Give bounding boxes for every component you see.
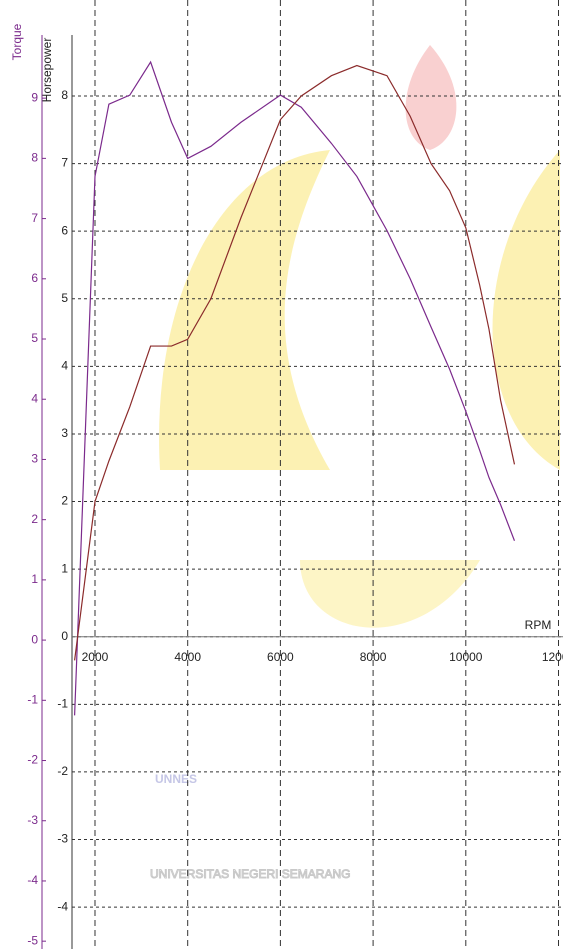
y-tick-label: 1 [61, 561, 68, 575]
y-tick-label: 4 [61, 359, 68, 373]
watermark: UNNES UNIVERSITAS NEGERI SEMARANG [150, 45, 560, 881]
x-tick-label: 8000 [360, 650, 387, 664]
y-axis-title: Horsepower [40, 38, 54, 103]
watermark-caption: UNIVERSITAS NEGERI SEMARANG [150, 867, 350, 881]
y-tick-label: -1 [57, 696, 68, 710]
y2-tick-label: 2 [31, 512, 38, 526]
y-tick-label: 2 [61, 494, 68, 508]
chart: UNNES UNIVERSITAS NEGERI SEMARANG Torque… [0, 0, 563, 949]
x-tick-label: 6000 [267, 650, 294, 664]
y2-tick-label: 4 [31, 391, 38, 405]
watermark-shape [406, 45, 457, 150]
watermark-shape [493, 150, 561, 470]
x-tick-label: 4000 [174, 650, 201, 664]
y-tick-label: 7 [61, 156, 68, 170]
y2-tick-label: 3 [31, 452, 38, 466]
x-axis-title: RPM [525, 618, 552, 632]
watermark-shape [159, 150, 330, 470]
y-tick-label: -3 [57, 832, 68, 846]
y-tick-label: 5 [61, 291, 68, 305]
y2-tick-label: -5 [27, 933, 38, 947]
y2-tick-label: 7 [31, 211, 38, 225]
y2-tick-label: -1 [27, 692, 38, 706]
watermark-shape [300, 560, 480, 628]
y-tick-label: -4 [57, 899, 68, 913]
y-tick-label: 8 [61, 88, 68, 102]
watermark-logo: UNNES [155, 772, 197, 786]
x-tick-label: 2000 [82, 650, 109, 664]
x-tick-label: 12000 [542, 650, 563, 664]
y-tick-label: 6 [61, 223, 68, 237]
y2-tick-label: -4 [27, 873, 38, 887]
y-tick-label: 3 [61, 426, 68, 440]
y-tick-label: -2 [57, 764, 68, 778]
y-tick-label: 0 [61, 629, 68, 643]
y2-tick-label: 1 [31, 572, 38, 586]
x-tick-label: 10000 [449, 650, 483, 664]
y2-tick-label: 0 [31, 632, 38, 646]
y2-tick-label: -2 [27, 753, 38, 767]
y2-tick-label: -3 [27, 813, 38, 827]
y2-tick-label: 5 [31, 331, 38, 345]
y2-tick-label: 8 [31, 151, 38, 165]
y2-axis-title: Torque [10, 23, 24, 60]
y2-tick-label: 6 [31, 271, 38, 285]
y2-tick-label: 9 [31, 90, 38, 104]
